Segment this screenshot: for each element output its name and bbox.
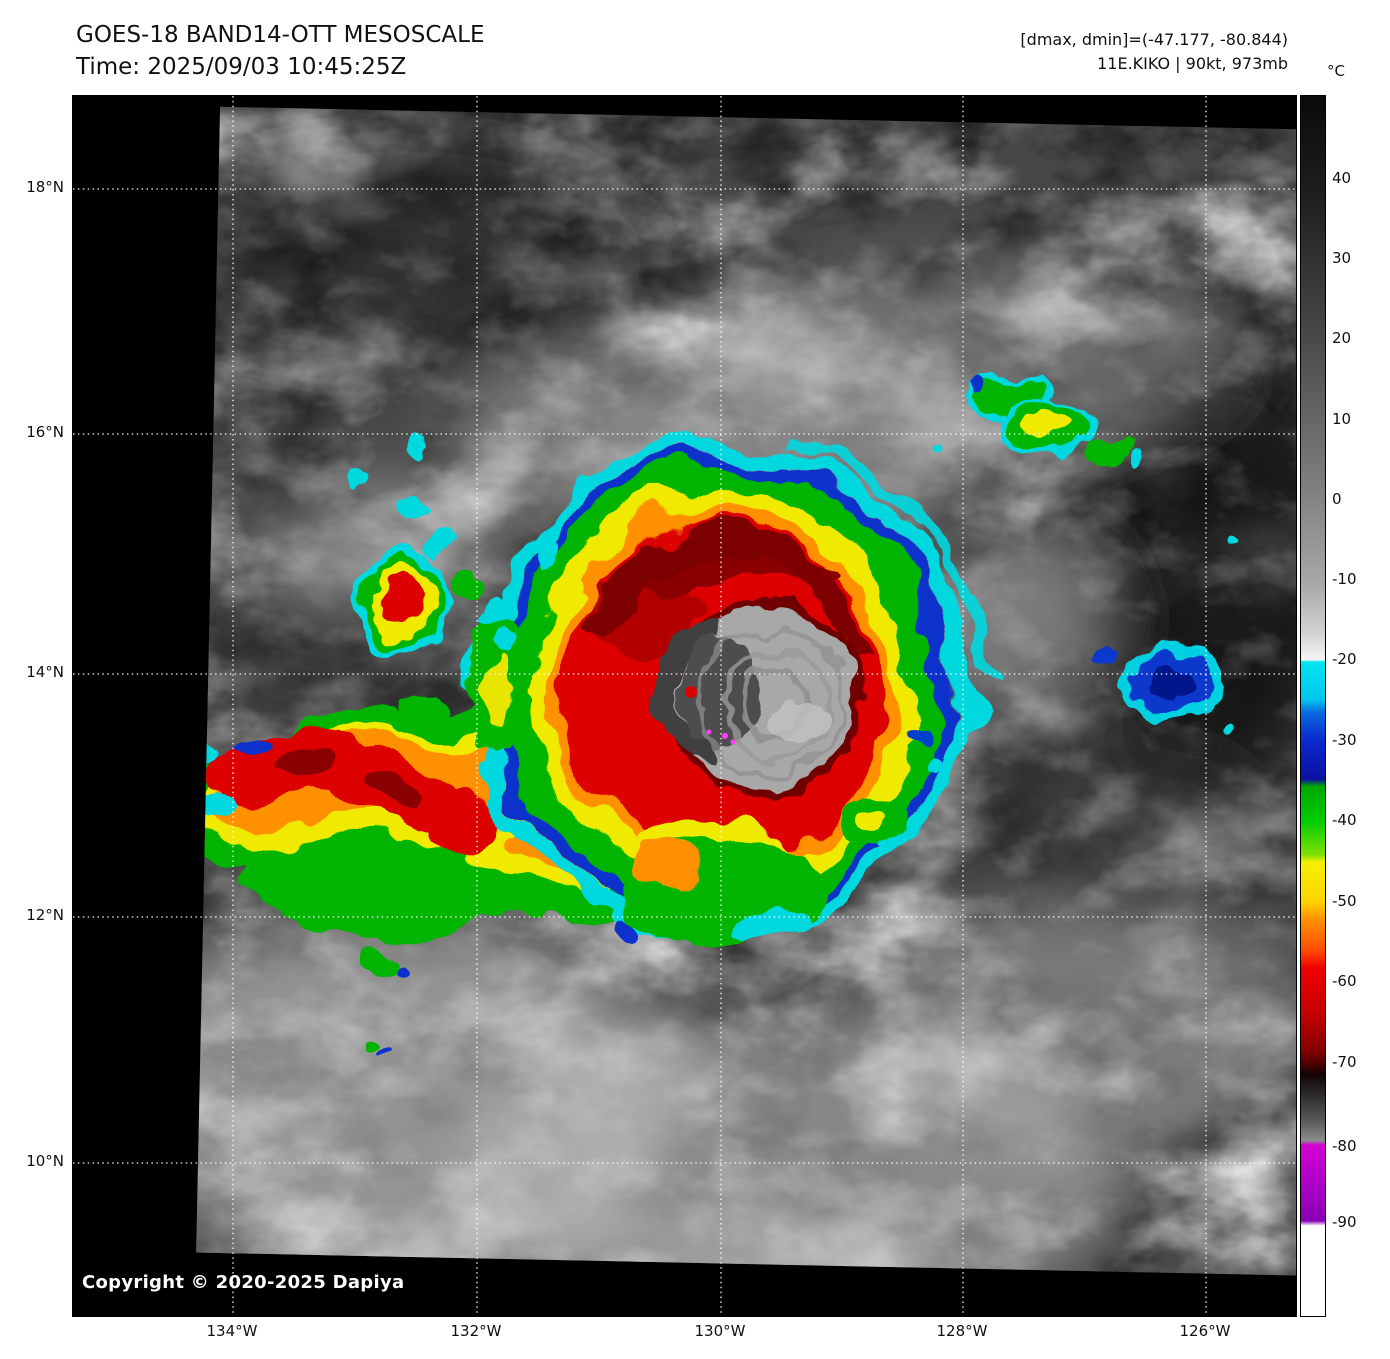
satellite-imagery (73, 96, 1296, 1316)
colorbar-tick-n70: -70 (1332, 1053, 1357, 1071)
lon-tick-132w: 132°W (450, 1322, 502, 1340)
scattered-cold-cloud-specks (353, 372, 1242, 1051)
lon-tick-130w: 130°W (694, 1322, 746, 1340)
colorbar-tick-20: 20 (1332, 329, 1352, 347)
colorbar-tick-n50: -50 (1332, 892, 1357, 910)
lat-tick-10n: 10°N (26, 1152, 64, 1170)
colorbar-gradient (1300, 95, 1326, 1317)
colorbar-tick-n60: -60 (1332, 972, 1357, 990)
lat-tick-18n: 18°N (26, 178, 64, 196)
colorbar-tick-n20: -20 (1332, 650, 1357, 668)
figure-title: GOES-18 BAND14-OTT MESOSCALE (76, 22, 485, 48)
colorbar-tick-n90: -90 (1332, 1213, 1357, 1231)
colorbar-tick-n40: -40 (1332, 811, 1357, 829)
data-footprint (196, 106, 1296, 1277)
lat-tick-12n: 12°N (26, 906, 64, 924)
copyright-watermark: Copyright © 2020-2025 Dapiya (82, 1272, 405, 1293)
colorbar-tick-n80: -80 (1332, 1137, 1357, 1155)
dmax-dmin-annotation: [dmax, dmin]=(-47.177, -80.844) (1020, 30, 1288, 49)
satellite-image-panel (72, 95, 1297, 1317)
lat-tick-14n: 14°N (26, 663, 64, 681)
colorbar-tick-n10: -10 (1332, 570, 1357, 588)
lat-tick-16n: 16°N (26, 423, 64, 441)
colorbar-tick-40: 40 (1332, 169, 1352, 187)
hurricane-eye (656, 599, 866, 799)
colorbar-tick-10: 10 (1332, 410, 1352, 428)
figure-time: Time: 2025/09/03 10:45:25Z (76, 54, 407, 80)
colorbar-unit-label: °C (1327, 62, 1345, 80)
storm-annotation: 11E.KIKO | 90kt, 973mb (1097, 54, 1288, 73)
colorbar-tick-n30: -30 (1332, 731, 1357, 749)
lon-tick-128w: 128°W (936, 1322, 988, 1340)
colorbar-tick-0: 0 (1332, 490, 1342, 508)
colorbar-tick-30: 30 (1332, 249, 1352, 267)
lon-tick-126w: 126°W (1179, 1322, 1231, 1340)
lon-tick-134w: 134°W (206, 1322, 258, 1340)
